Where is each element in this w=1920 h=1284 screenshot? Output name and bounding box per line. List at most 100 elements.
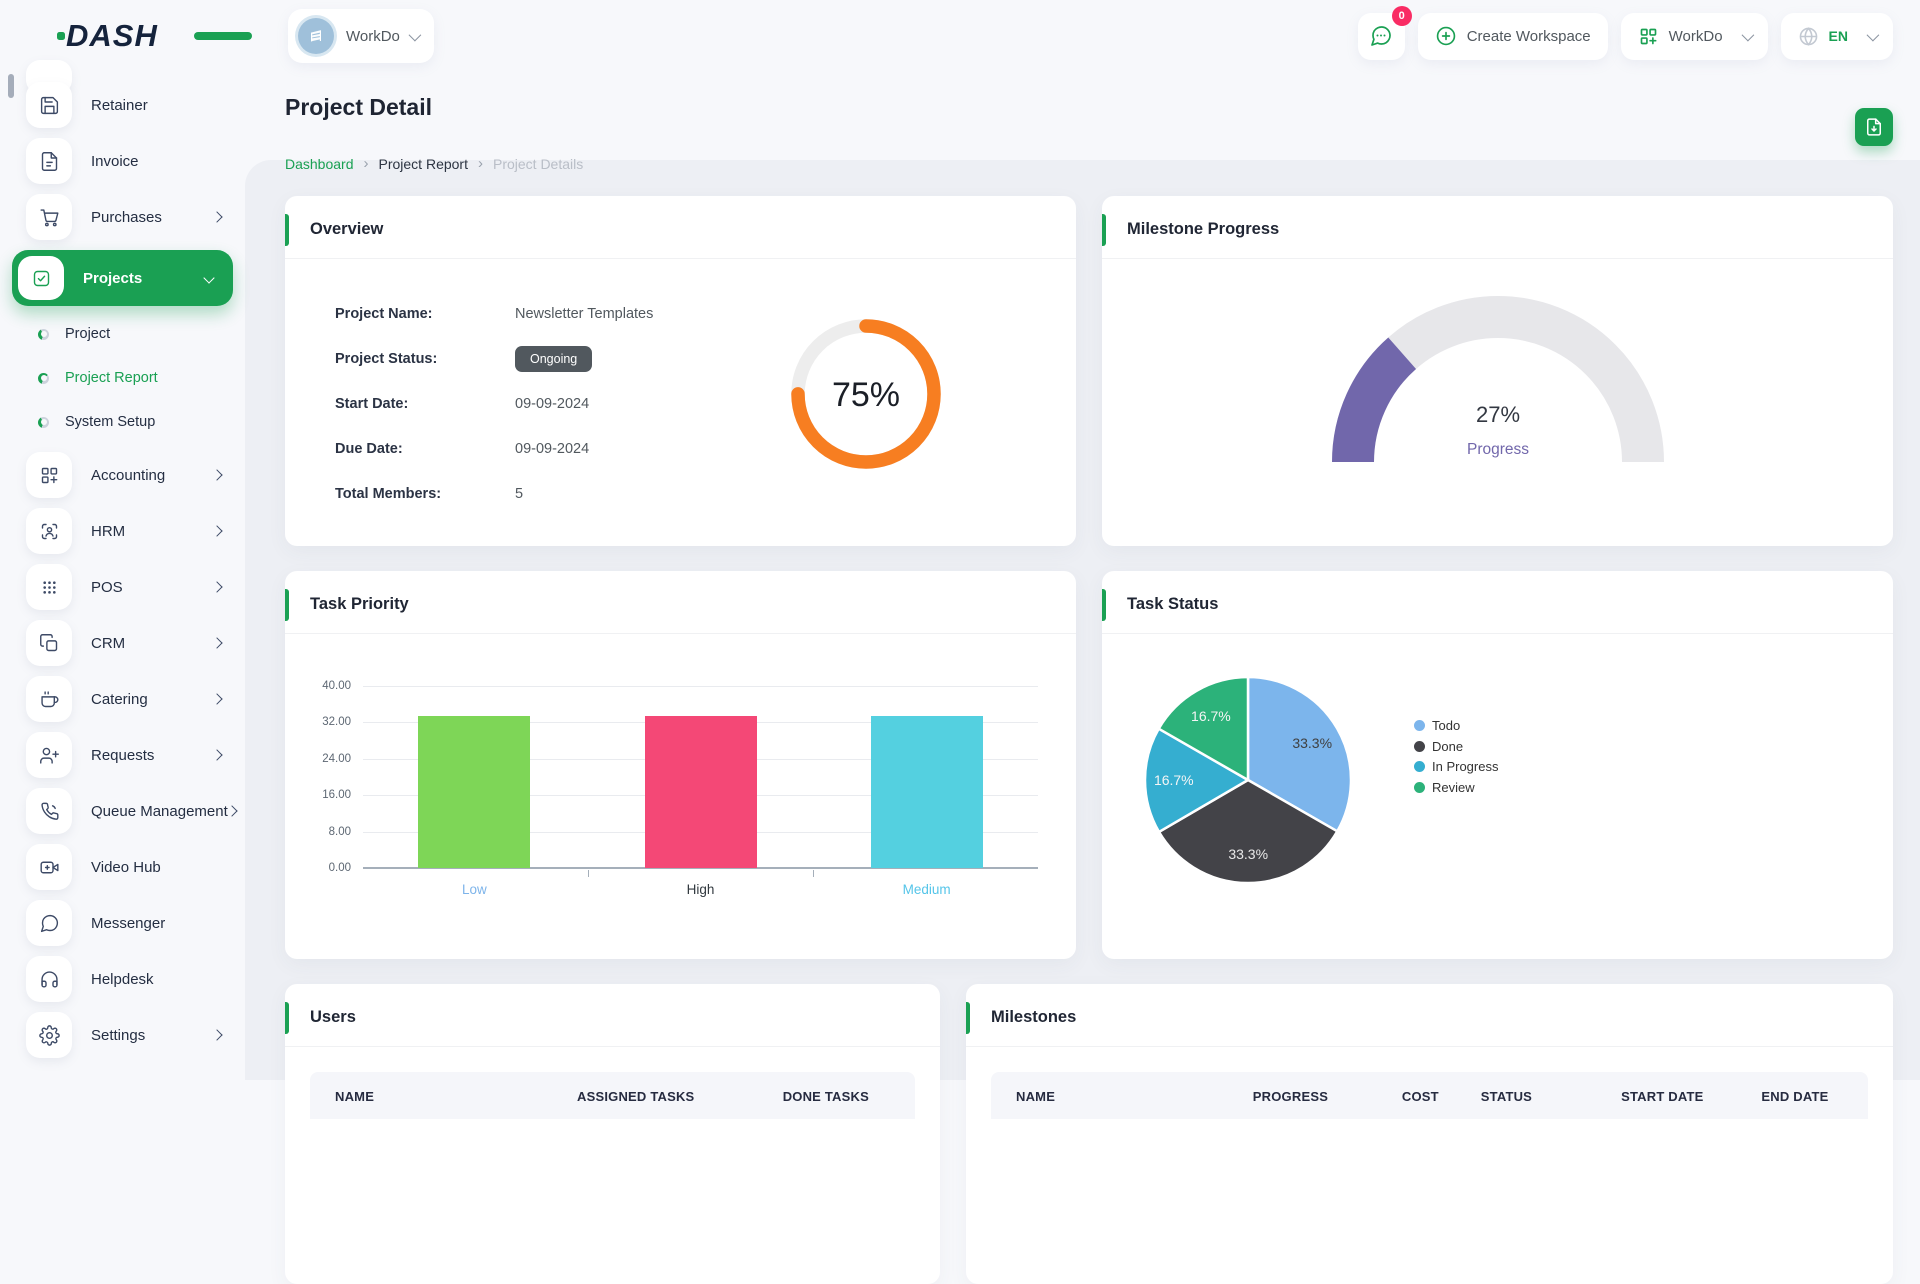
workspace-switcher[interactable]: WorkDo [288,9,434,63]
milestones-table-header: NAME PROGRESS COST STATUS START DATE END… [991,1072,1868,1119]
users-card: Users NAME ASSIGNED TASKS DONE TASKS [285,984,940,1284]
sidebar-item-settings[interactable]: Settings [26,1012,229,1058]
sidebar-item-hrm[interactable]: HRM [26,508,229,554]
sidebar-item-projects[interactable]: Projects [12,250,233,306]
chevron-right-icon [211,1029,222,1040]
y-axis-tick-label: 16.00 [322,789,351,801]
queue-management-icon [26,788,72,834]
create-workspace-button[interactable]: Create Workspace [1418,13,1608,60]
pie-slice-label: 16.7% [1191,708,1231,724]
chevron-right-icon [211,581,222,592]
sidebar-item-crm[interactable]: CRM [26,620,229,666]
milestones-col-progress: PROGRESS [1228,1089,1377,1104]
sidebar-item-accounting[interactable]: Accounting [26,452,229,498]
completion-donut-chart: 75% [741,299,991,524]
helpdesk-icon [26,956,72,1002]
legend-dot [1414,782,1425,793]
legend-item-review[interactable]: Review [1414,780,1498,795]
users-col-assigned-tasks: ASSIGNED TASKS [552,1089,758,1104]
sidebar-item-catering[interactable]: Catering [26,676,229,722]
chat-icon [1369,24,1393,48]
task-status-title: Task Status [1127,595,1218,613]
sidebar-item-messenger[interactable]: Messenger [26,900,229,946]
breadcrumb-dashboard[interactable]: Dashboard [285,156,354,172]
sidebar-item-system-setup[interactable]: System Setup [38,402,229,442]
milestone-gauge-chart: 27% Progress [1102,259,1893,479]
chevron-down-icon [203,272,214,283]
project-name-label: Project Name: [335,306,515,322]
legend-item-todo[interactable]: Todo [1414,718,1498,733]
main-content: Project Detail Dashboard › Project Repor… [245,72,1920,1080]
invoice-icon [26,138,72,184]
workspace-menu-button[interactable]: WorkDo [1621,13,1768,60]
chevron-down-icon [1741,28,1754,41]
breadcrumb-separator: › [478,155,483,172]
sidebar-item-helpdesk[interactable]: Helpdesk [26,956,229,1002]
accounting-icon [26,452,72,498]
sidebar-item-project[interactable]: Project [38,314,229,354]
sidebar-item-video-hub[interactable]: Video Hub [26,844,229,890]
bullet-icon [38,417,49,428]
chat-button[interactable]: 0 [1358,13,1405,60]
chevron-right-icon [211,469,222,480]
sidebar-item-pos[interactable]: POS [26,564,229,610]
gauge-center-label: 27% [1475,402,1519,427]
settings-icon [26,1012,72,1058]
x-axis-category-label: Low [462,882,487,897]
workspace-menu-label: WorkDo [1669,28,1723,45]
breadcrumb-project-report[interactable]: Project Report [379,156,468,172]
projects-icon [18,256,64,300]
y-axis-tick-label: 32.00 [322,716,351,728]
milestones-col-start-date: START DATE [1596,1089,1736,1104]
bar-high [645,716,757,868]
file-export-icon [1864,117,1884,137]
legend-item-done[interactable]: Done [1414,739,1498,754]
task-status-pie-chart: 33.3%33.3%16.7%16.7% [1130,662,1366,898]
language-selector[interactable]: EN [1781,13,1893,60]
chevron-right-icon [211,637,222,648]
legend-dot [1414,761,1425,772]
sidebar-item-queue-management[interactable]: Queue Management [26,788,229,834]
y-axis-tick-label: 8.00 [329,826,351,838]
status-badge: Ongoing [515,346,592,372]
sidebar-item-invoice[interactable]: Invoice [26,138,229,184]
create-workspace-label: Create Workspace [1467,28,1591,45]
milestones-col-end-date: END DATE [1736,1089,1868,1104]
x-axis-category-label: Medium [903,882,951,897]
chat-badge: 0 [1392,6,1412,26]
bullet-icon [38,373,49,384]
sidebar-item-requests[interactable]: Requests [26,732,229,778]
sidebar-scrollbar[interactable] [8,74,14,98]
due-date-label: Due Date: [335,441,515,457]
chevron-right-icon [211,525,222,536]
chevron-right-icon [211,749,222,760]
pie-slice-label: 33.3% [1292,735,1332,751]
total-members-value: 5 [515,486,523,502]
plus-circle-icon [1435,25,1457,47]
logo-dash [194,32,252,40]
overview-card-title: Overview [310,220,383,238]
project-name-value: Newsletter Templates [515,306,653,322]
users-col-name: NAME [310,1089,552,1104]
bar-low [418,716,530,868]
legend-item-in-progress[interactable]: In Progress [1414,759,1498,774]
milestones-col-name: NAME [991,1089,1228,1104]
donut-center-label: 75% [832,376,900,414]
language-code: EN [1829,28,1848,44]
start-date-label: Start Date: [335,396,515,412]
overview-card: Overview Project Name:Newsletter Templat… [285,196,1076,546]
catering-icon [26,676,72,722]
bullet-icon [38,329,49,340]
workspace-avatar [298,18,334,54]
chevron-down-icon [408,28,421,41]
sidebar-item-purchases[interactable]: Purchases [26,194,229,240]
grid-plus-icon [1638,26,1659,47]
milestone-progress-card: Milestone Progress 27% Progress [1102,196,1893,546]
app-logo[interactable]: DASH [66,18,216,54]
export-button[interactable] [1855,108,1893,146]
sidebar-item-project-report[interactable]: Project Report [38,358,229,398]
sidebar-item-retainer[interactable]: Retainer [26,82,229,128]
